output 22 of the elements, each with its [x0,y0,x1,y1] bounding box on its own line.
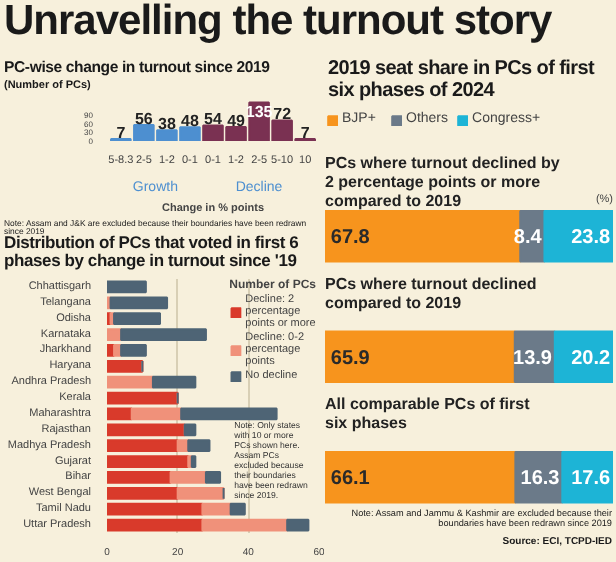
data-label: 38 [158,114,177,133]
data-label: 17.6 [571,468,611,491]
data-label: 54 [204,110,223,129]
y-tick-label: All comparable PCs of first six phases [325,395,531,433]
data-label: 65.9 [330,347,371,370]
data-label: 72 [273,105,293,124]
data-label: 16.3 [520,468,561,491]
chart-title: Unravelling the turnout story [4,0,552,45]
data-label: 7 [116,123,127,142]
data-label: 20.2 [571,347,611,370]
y-tick-label: PCs where turnout declined compared to 2019 [325,274,537,312]
data-label: 7 [300,123,311,142]
data-label: 49 [227,111,247,130]
data-label: 13.9 [513,347,553,370]
data-label: 56 [134,109,154,128]
y-tick-label: PCs where turnout declined by 2 percentage points or more compared to 2019 [325,154,561,211]
chart-title: 2019 seat share in PCs of first six phases of 2024 [328,58,597,102]
data-label: 48 [181,112,200,131]
data-label: 66.1 [330,468,371,491]
chart-title: Distribution of PCs that voted in first 6 phases by change in turnout since '19 [4,232,301,270]
data-label: 67.8 [330,227,371,250]
data-label: 23.8 [571,227,611,250]
